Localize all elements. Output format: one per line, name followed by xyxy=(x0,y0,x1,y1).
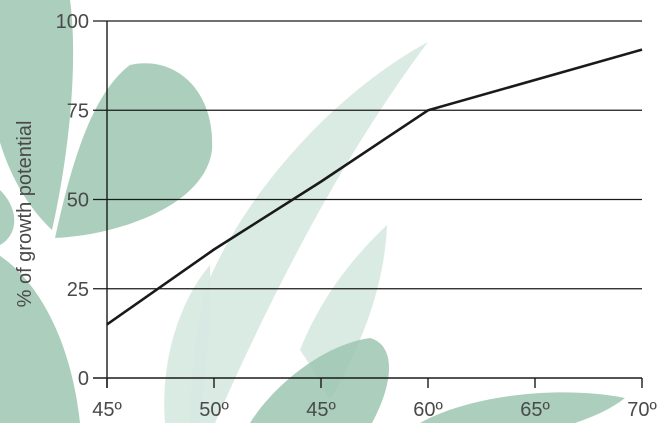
leaf-shape xyxy=(190,42,428,423)
x-tick-labels: 45º 50º 45º 60º 65º 70º xyxy=(92,399,657,421)
gridlines xyxy=(93,20,642,290)
y-tick-labels: 0 25 50 75 100 xyxy=(56,11,89,390)
y-axis-title: % of growth potential xyxy=(14,121,36,308)
leaf-shape xyxy=(0,190,15,245)
leaf-shape xyxy=(0,255,80,423)
y-tick-label: 75 xyxy=(67,100,89,122)
x-tick-label: 50º xyxy=(199,399,229,421)
y-tick-label: 50 xyxy=(67,190,89,212)
axes xyxy=(93,21,643,388)
x-tick-label: 60º xyxy=(413,399,443,421)
leaf-shape xyxy=(0,0,74,230)
y-tick-label: 100 xyxy=(56,11,89,33)
leaf-shape xyxy=(420,392,625,423)
leaf-shape xyxy=(55,63,213,239)
series-group xyxy=(106,48,643,326)
x-tick-label: 70º xyxy=(627,399,657,421)
y-tick-label: 0 xyxy=(78,368,89,390)
y-tick-label: 25 xyxy=(67,279,89,301)
series-line xyxy=(106,48,643,326)
x-tick-label: 45º xyxy=(92,399,122,421)
x-tick-label: 45º xyxy=(306,399,336,421)
leaf-background-decoration xyxy=(0,0,625,423)
x-tick-label: 65º xyxy=(520,399,550,421)
leaf-shape xyxy=(250,338,390,423)
leaf-shape xyxy=(164,265,211,423)
